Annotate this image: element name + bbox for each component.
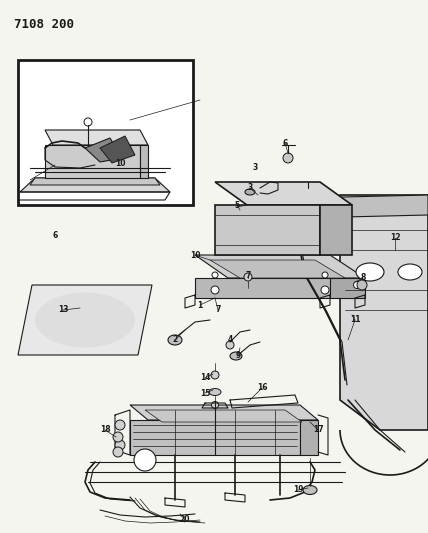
Ellipse shape (303, 486, 317, 495)
Ellipse shape (244, 189, 256, 201)
Text: 16: 16 (257, 384, 267, 392)
Ellipse shape (398, 264, 422, 280)
Ellipse shape (35, 293, 135, 348)
Text: 10: 10 (190, 251, 200, 260)
Polygon shape (145, 410, 302, 422)
Polygon shape (45, 145, 140, 178)
Ellipse shape (356, 263, 384, 281)
Polygon shape (300, 195, 428, 218)
Bar (18, 60, 193, 205)
Ellipse shape (230, 352, 242, 360)
Ellipse shape (115, 440, 125, 450)
Text: 1: 1 (197, 301, 202, 310)
Ellipse shape (354, 281, 360, 288)
Ellipse shape (134, 449, 156, 471)
Polygon shape (20, 178, 170, 192)
Text: 14: 14 (200, 374, 210, 383)
Ellipse shape (244, 273, 252, 281)
Polygon shape (195, 278, 330, 298)
Ellipse shape (209, 389, 221, 395)
Polygon shape (18, 285, 152, 355)
Ellipse shape (211, 286, 219, 294)
Ellipse shape (245, 189, 255, 195)
Polygon shape (300, 420, 318, 455)
Polygon shape (215, 182, 352, 205)
Text: 7108 200: 7108 200 (14, 18, 74, 31)
Ellipse shape (211, 371, 219, 379)
Text: 15: 15 (200, 389, 210, 398)
Text: 20: 20 (180, 515, 190, 524)
Text: 19: 19 (293, 486, 303, 495)
Text: 7: 7 (215, 305, 221, 314)
Ellipse shape (283, 153, 293, 163)
Polygon shape (320, 205, 352, 255)
Polygon shape (100, 136, 135, 163)
Polygon shape (215, 205, 320, 255)
Ellipse shape (262, 188, 268, 194)
Text: 3: 3 (247, 183, 253, 192)
Ellipse shape (84, 118, 92, 126)
Polygon shape (45, 130, 148, 145)
Polygon shape (130, 405, 318, 420)
Text: 6: 6 (282, 139, 288, 148)
Text: 17: 17 (313, 425, 323, 434)
Text: 8: 8 (360, 273, 366, 282)
Text: 4: 4 (227, 335, 233, 344)
Ellipse shape (115, 420, 125, 430)
Text: 7: 7 (245, 271, 251, 279)
Ellipse shape (321, 286, 329, 294)
Ellipse shape (357, 280, 367, 290)
Ellipse shape (113, 447, 123, 457)
Text: 18: 18 (100, 425, 110, 434)
Ellipse shape (322, 272, 328, 278)
Ellipse shape (113, 432, 123, 442)
Ellipse shape (211, 401, 219, 408)
Polygon shape (85, 138, 122, 162)
Polygon shape (140, 145, 148, 178)
Text: 9: 9 (235, 351, 241, 359)
Text: 12: 12 (390, 233, 400, 243)
Polygon shape (210, 260, 345, 278)
Text: 6: 6 (52, 230, 58, 239)
Text: 13: 13 (58, 305, 68, 314)
Ellipse shape (303, 188, 313, 198)
Polygon shape (195, 255, 365, 278)
Polygon shape (330, 278, 365, 298)
Ellipse shape (212, 272, 218, 278)
Ellipse shape (226, 341, 234, 349)
Polygon shape (340, 195, 428, 430)
Text: 5: 5 (235, 200, 240, 209)
Text: 11: 11 (350, 316, 360, 325)
Text: 2: 2 (172, 335, 178, 344)
Polygon shape (130, 420, 300, 455)
Text: 10: 10 (115, 158, 125, 167)
Text: 3: 3 (253, 164, 258, 173)
Ellipse shape (168, 335, 182, 345)
Polygon shape (30, 178, 160, 185)
